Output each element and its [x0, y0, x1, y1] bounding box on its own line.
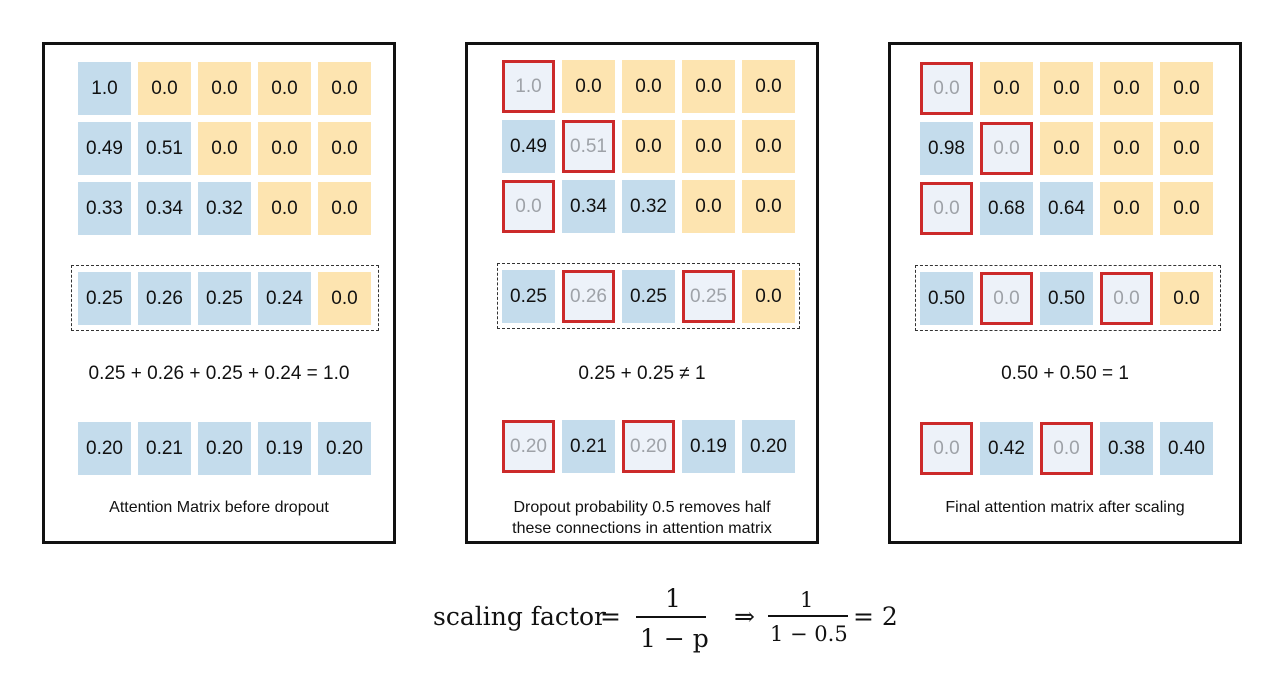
matrix-cell: 1.0	[78, 62, 131, 115]
caption-1: Attention Matrix before dropout	[42, 497, 396, 518]
matrix-cell: 0.49	[78, 122, 131, 175]
matrix-cell: 0.0	[318, 122, 371, 175]
matrix-cell: 0.0	[198, 62, 251, 115]
bottom-row-cell: 0.19	[258, 422, 311, 475]
bottom-row-cell: 0.20	[622, 420, 675, 473]
highlight-cell: 0.25	[622, 270, 675, 323]
bottom-row-cell: 0.20	[742, 420, 795, 473]
bottom-row-cell: 0.0	[920, 422, 973, 475]
matrix-cell: 0.0	[502, 180, 555, 233]
matrix-cell: 0.0	[258, 122, 311, 175]
bottom-row-cell: 0.20	[502, 420, 555, 473]
matrix-cell: 0.0	[138, 62, 191, 115]
formula-fraction-bar	[636, 616, 706, 618]
matrix-cell: 0.34	[138, 182, 191, 235]
bottom-row-cell: 0.38	[1100, 422, 1153, 475]
highlight-cell: 0.24	[258, 272, 311, 325]
highlight-cell: 0.25	[502, 270, 555, 323]
matrix-cell: 0.0	[258, 182, 311, 235]
matrix-cell: 0.0	[1160, 122, 1213, 175]
highlight-cell: 0.25	[198, 272, 251, 325]
caption-2-line-1: Dropout probability 0.5 removes half	[513, 499, 771, 516]
highlight-cell: 0.0	[1160, 272, 1213, 325]
matrix-cell: 0.0	[1100, 62, 1153, 115]
formula-lhs: scaling factor	[433, 602, 606, 631]
matrix-cell: 0.0	[682, 180, 735, 233]
highlight-row-box-2	[497, 263, 800, 329]
caption-1-line-1: Attention Matrix before dropout	[109, 499, 329, 516]
formula-equals: =	[600, 602, 621, 631]
formula-implies: ⇒	[734, 602, 755, 631]
highlight-cell: 0.0	[318, 272, 371, 325]
matrix-cell: 0.98	[920, 122, 973, 175]
highlight-cell: 0.26	[562, 270, 615, 323]
formula-numerator: 1	[665, 584, 681, 613]
matrix-cell: 0.0	[622, 120, 675, 173]
matrix-cell: 0.0	[920, 62, 973, 115]
matrix-cell: 0.0	[682, 120, 735, 173]
sum-equation-3: 0.50 + 0.50 = 1	[1001, 363, 1129, 384]
formula-numerator-2: 1	[800, 588, 814, 612]
matrix-cell: 0.51	[138, 122, 191, 175]
formula-denominator: 1 − p	[640, 624, 709, 653]
matrix-cell: 0.0	[1100, 122, 1153, 175]
bottom-row-cell: 0.40	[1160, 422, 1213, 475]
matrix-cell: 0.0	[1160, 62, 1213, 115]
bottom-row-cell: 0.42	[980, 422, 1033, 475]
caption-3-line-1: Final attention matrix after scaling	[945, 499, 1185, 516]
caption-2: Dropout probability 0.5 removes half the…	[465, 497, 819, 539]
scaling-formula: scaling factor = 1 1 − p ⇒ 1 1 − 0.5 = 2	[0, 582, 1287, 662]
highlight-cell: 0.25	[78, 272, 131, 325]
matrix-cell: 0.33	[78, 182, 131, 235]
matrix-cell: 0.0	[1040, 62, 1093, 115]
highlight-cell: 0.26	[138, 272, 191, 325]
matrix-cell: 0.0	[1160, 182, 1213, 235]
formula-denominator-2: 1 − 0.5	[770, 622, 848, 646]
matrix-cell: 0.0	[980, 122, 1033, 175]
matrix-cell: 0.0	[742, 180, 795, 233]
bottom-row-cell: 0.0	[1040, 422, 1093, 475]
bottom-row-cell: 0.19	[682, 420, 735, 473]
highlight-cell: 0.0	[1100, 272, 1153, 325]
matrix-cell: 0.32	[198, 182, 251, 235]
matrix-cell: 0.0	[1040, 122, 1093, 175]
highlight-row-box-3	[915, 265, 1221, 331]
matrix-cell: 0.0	[622, 60, 675, 113]
matrix-cell: 0.34	[562, 180, 615, 233]
bottom-row-cell: 0.20	[198, 422, 251, 475]
bottom-row-cell: 0.20	[318, 422, 371, 475]
matrix-cell: 0.0	[318, 62, 371, 115]
highlight-cell: 0.0	[742, 270, 795, 323]
matrix-cell: 0.0	[198, 122, 251, 175]
matrix-cell: 0.49	[502, 120, 555, 173]
formula-fraction-bar-2	[768, 615, 848, 617]
matrix-cell: 0.0	[980, 62, 1033, 115]
highlight-row-box-1	[71, 265, 379, 331]
matrix-cell: 0.64	[1040, 182, 1093, 235]
matrix-cell: 0.68	[980, 182, 1033, 235]
bottom-row-cell: 0.20	[78, 422, 131, 475]
matrix-cell: 0.0	[742, 120, 795, 173]
highlight-cell: 0.50	[920, 272, 973, 325]
matrix-cell: 1.0	[502, 60, 555, 113]
matrix-cell: 0.0	[742, 60, 795, 113]
matrix-cell: 0.0	[682, 60, 735, 113]
highlight-cell: 0.50	[1040, 272, 1093, 325]
sum-equation-2: 0.25 + 0.25 ≠ 1	[578, 363, 706, 384]
matrix-cell: 0.0	[258, 62, 311, 115]
formula-result: = 2	[853, 602, 898, 631]
matrix-cell: 0.0	[562, 60, 615, 113]
caption-2-line-2: these connections in attention matrix	[512, 520, 772, 537]
matrix-cell: 0.0	[318, 182, 371, 235]
bottom-row-cell: 0.21	[138, 422, 191, 475]
highlight-cell: 0.25	[682, 270, 735, 323]
matrix-cell: 0.32	[622, 180, 675, 233]
matrix-cell: 0.0	[920, 182, 973, 235]
caption-3: Final attention matrix after scaling	[888, 497, 1242, 518]
highlight-cell: 0.0	[980, 272, 1033, 325]
bottom-row-cell: 0.21	[562, 420, 615, 473]
matrix-cell: 0.0	[1100, 182, 1153, 235]
sum-equation-1: 0.25 + 0.26 + 0.25 + 0.24 = 1.0	[88, 363, 350, 384]
matrix-cell: 0.51	[562, 120, 615, 173]
